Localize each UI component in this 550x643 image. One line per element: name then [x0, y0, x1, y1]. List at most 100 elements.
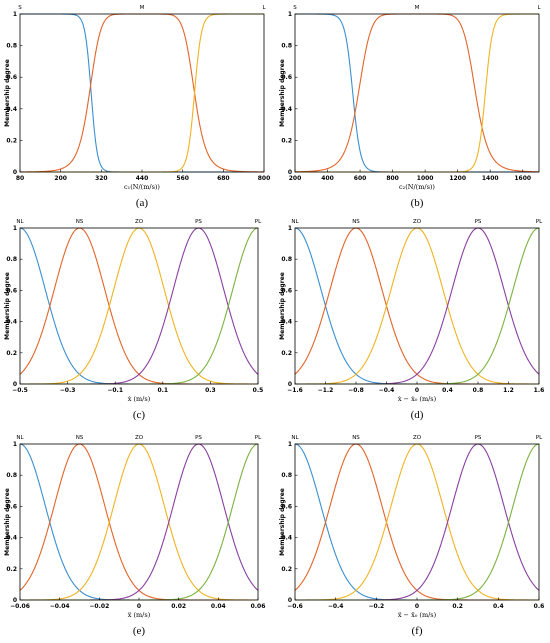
mf-label-nl: NL	[291, 435, 299, 441]
x-tick-label: −0.8	[348, 387, 364, 394]
mf-label-s: S	[293, 5, 297, 11]
x-tick-label: 0.4	[493, 603, 504, 610]
y-tick-label: 0.4	[6, 106, 17, 113]
series-line-ns	[294, 443, 539, 601]
x-tick-label: 1000	[417, 175, 434, 182]
x-tick-label: −0.6	[287, 603, 303, 610]
x-tick-label: 0.3	[205, 387, 216, 394]
series-line-l	[295, 13, 539, 173]
plot-frame	[294, 227, 540, 385]
y-tick-label: 0	[13, 597, 17, 604]
y-axis-label: Membership degree	[279, 488, 286, 556]
y-tick-label: 0.6	[281, 287, 292, 294]
x-axis-label: ẋ − ẋ₀ (m/s)	[398, 395, 437, 403]
y-tick-label: 0.2	[281, 350, 292, 357]
y-tick-label: 0.8	[281, 256, 292, 263]
x-tick-label: −0.1	[107, 387, 123, 394]
series-line-nl	[19, 227, 258, 385]
mf-label-zo: ZO	[135, 219, 144, 225]
x-tick-label: 1600	[514, 175, 531, 182]
series-line-pl	[295, 443, 540, 601]
x-tick-label: 680	[217, 175, 230, 182]
y-tick-label: 0.2	[6, 350, 17, 357]
mf-label-zo: ZO	[413, 219, 422, 225]
series-line-ns	[19, 443, 258, 601]
y-tick-label: 0.4	[281, 319, 292, 326]
x-tick-label: 0.2	[452, 603, 463, 610]
mf-label-l: L	[262, 5, 266, 11]
series-line-ps	[295, 443, 540, 601]
x-tick-label: 0	[415, 387, 419, 394]
mf-label-m: M	[140, 5, 145, 11]
x-tick-label: 1200	[449, 175, 466, 182]
y-tick-label: 0.2	[6, 137, 17, 144]
panel-caption: (e)	[133, 625, 146, 637]
series-line-nl	[294, 227, 539, 385]
x-tick-label: 560	[176, 175, 189, 182]
plot-frame	[19, 227, 259, 385]
y-tick-label: 1	[288, 11, 292, 18]
mf-label-pl: PL	[536, 435, 543, 441]
mf-label-ps: PS	[475, 219, 482, 225]
series-line-nl	[294, 443, 539, 601]
y-tick-label: 0.6	[281, 74, 292, 81]
plot-frame	[294, 13, 540, 173]
series-line-pl	[295, 227, 540, 385]
x-tick-label: 0.02	[171, 603, 186, 610]
y-tick-label: 0.6	[6, 74, 17, 81]
series-line-l	[20, 13, 264, 173]
y-tick-label: 0.6	[281, 503, 292, 510]
y-tick-label: 0.6	[6, 503, 17, 510]
y-tick-label: 0.4	[6, 319, 17, 326]
panel-caption: (c)	[133, 409, 146, 421]
chart-panel-3: −0.5 −0.3 −0.1 0.1 0.3 0.5 0 0.2 0.4 0.6 0.8 1NL NS Z…	[4, 219, 263, 421]
x-axis-label: c₁(N/(m/s))	[124, 183, 160, 191]
y-tick-label: 0.2	[281, 566, 292, 573]
x-tick-label: 1.2	[503, 387, 514, 394]
y-tick-label: 0	[288, 381, 292, 388]
y-axis-label: Membership degree	[4, 59, 11, 127]
y-tick-label: 0.8	[281, 43, 292, 50]
y-tick-label: 0.8	[6, 43, 17, 50]
y-axis-label: Membership degree	[279, 59, 286, 127]
mf-label-m: M	[415, 5, 420, 11]
y-tick-label: 0	[13, 169, 17, 176]
x-tick-label: −1.2	[318, 387, 334, 394]
x-axis-label: ẍ − ẍ₀ (m/s)	[398, 611, 437, 619]
y-tick-label: 1	[288, 225, 292, 232]
panel-caption: (d)	[411, 409, 424, 421]
mf-label-ps: PS	[195, 219, 202, 225]
x-tick-label: 0.04	[211, 603, 226, 610]
chart-panel-2: 200 400 600 800 1000 1200 1400 1600 0 0.2 0.4 0.6 0.…	[279, 5, 541, 209]
x-tick-label: −0.04	[50, 603, 70, 610]
y-tick-label: 0.2	[6, 566, 17, 573]
series-line-ns	[294, 227, 539, 385]
y-tick-label: 0.8	[281, 472, 292, 479]
chart-panel-5: −0.06 −0.04 −0.02 0 0.02 0.04 0.06 0 0.2 0.4 0.6 0.…	[4, 435, 265, 637]
x-axis-label: ẍ (m/s)	[128, 611, 151, 619]
x-tick-label: 80	[16, 175, 24, 182]
y-tick-label: 1	[13, 441, 17, 448]
mf-label-nl: NL	[16, 219, 24, 225]
series-line-zo	[295, 227, 539, 385]
x-tick-label: −0.3	[60, 387, 76, 394]
mf-label-ns: NS	[76, 435, 84, 441]
chart-panel-1: 80 200 320 440 560 680 800 0 0.2 0.4 0.6 0.8 1S M L Mem…	[4, 5, 270, 209]
series-line-zo	[20, 443, 258, 601]
mf-label-ns: NS	[76, 219, 84, 225]
mf-label-ns: NS	[352, 435, 360, 441]
y-tick-label: 0	[13, 381, 17, 388]
series-line-s	[20, 13, 264, 173]
x-tick-label: −0.4	[328, 603, 344, 610]
mf-label-ps: PS	[475, 435, 482, 441]
y-tick-label: 0.4	[281, 106, 292, 113]
series-line-zo	[295, 443, 539, 601]
x-tick-label: 440	[136, 175, 149, 182]
x-tick-label: 600	[354, 175, 367, 182]
x-tick-label: 0.1	[157, 387, 168, 394]
panel-caption: (b)	[411, 197, 424, 209]
y-tick-label: 0.4	[6, 535, 17, 542]
y-axis-label: Membership degree	[279, 272, 286, 340]
series-line-ns	[19, 227, 258, 385]
